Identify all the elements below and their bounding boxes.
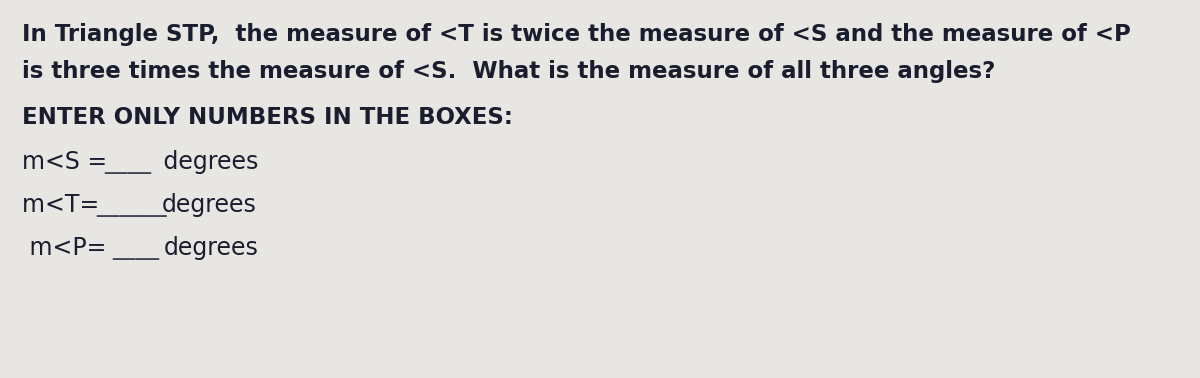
Text: m<T=: m<T= [22,193,107,217]
Text: m<S =: m<S = [22,150,115,174]
Text: ENTER ONLY NUMBERS IN THE BOXES:: ENTER ONLY NUMBERS IN THE BOXES: [22,106,512,129]
Text: degrees: degrees [162,193,257,217]
Text: ____: ____ [112,236,158,260]
Text: m<P=: m<P= [22,236,114,260]
Text: is three times the measure of <S.  What is the measure of all three angles?: is three times the measure of <S. What i… [22,60,995,83]
Text: degrees: degrees [156,150,258,174]
Text: degrees: degrees [164,236,259,260]
Text: ______: ______ [96,193,167,217]
Text: In Triangle STP,  the measure of <T is twice the measure of <S and the measure o: In Triangle STP, the measure of <T is tw… [22,23,1130,46]
Text: ____: ____ [104,150,151,174]
